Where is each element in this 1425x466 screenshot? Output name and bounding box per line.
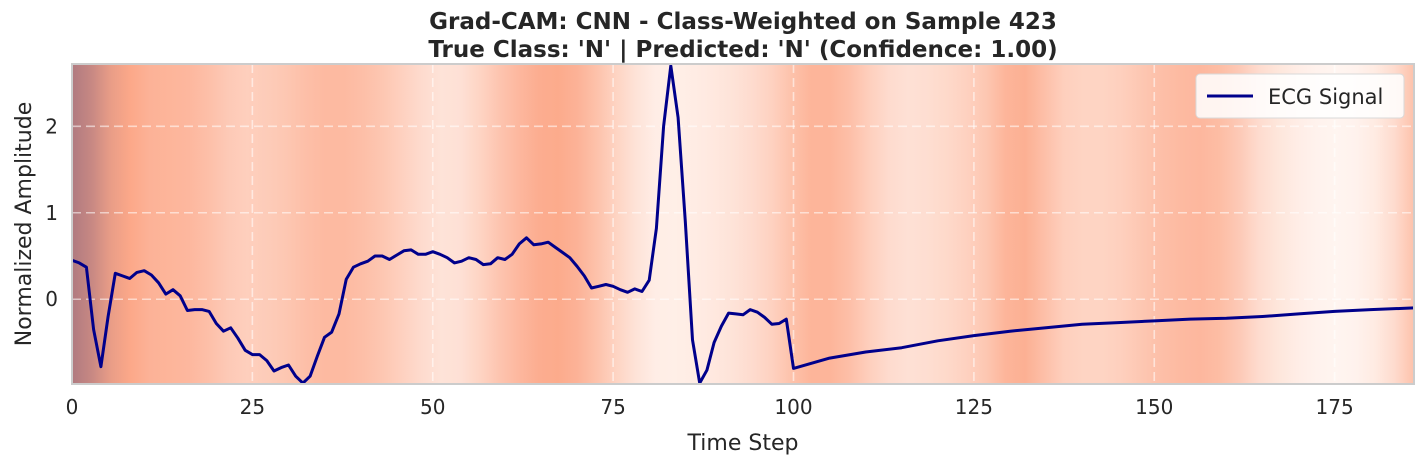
legend: ECG Signal xyxy=(1195,73,1405,119)
y-axis-label: Normalized Amplitude xyxy=(12,102,37,347)
x-tick-label: 50 xyxy=(420,395,445,419)
x-axis-ticks: 0 25 50 75 100 125 150 175 xyxy=(66,395,1354,419)
legend-entry-ecg-signal: ECG Signal xyxy=(1268,85,1383,109)
ecg-signal-line xyxy=(72,64,1414,384)
y-tick-label: 0 xyxy=(45,287,58,311)
chart-title-line-2: True Class: 'N' | Predicted: 'N' (Confid… xyxy=(428,37,1057,63)
x-tick-label: 175 xyxy=(1316,395,1354,419)
x-tick-label: 0 xyxy=(66,395,79,419)
y-tick-label: 2 xyxy=(45,114,58,138)
y-axis-ticks: 0 1 2 xyxy=(45,114,58,311)
x-axis-label: Time Step xyxy=(687,431,799,456)
x-tick-label: 100 xyxy=(774,395,812,419)
legend-box xyxy=(1195,73,1405,119)
x-tick-label: 25 xyxy=(240,395,265,419)
chart-title-line-1: Grad-CAM: CNN - Class-Weighted on Sample… xyxy=(429,9,1057,35)
x-tick-label: 125 xyxy=(955,395,993,419)
x-tick-label: 75 xyxy=(600,395,625,419)
plot-frame xyxy=(71,63,1415,385)
y-tick-label: 1 xyxy=(45,201,58,225)
gradcam-heatmap-background xyxy=(72,64,1414,384)
x-tick-label: 150 xyxy=(1135,395,1173,419)
